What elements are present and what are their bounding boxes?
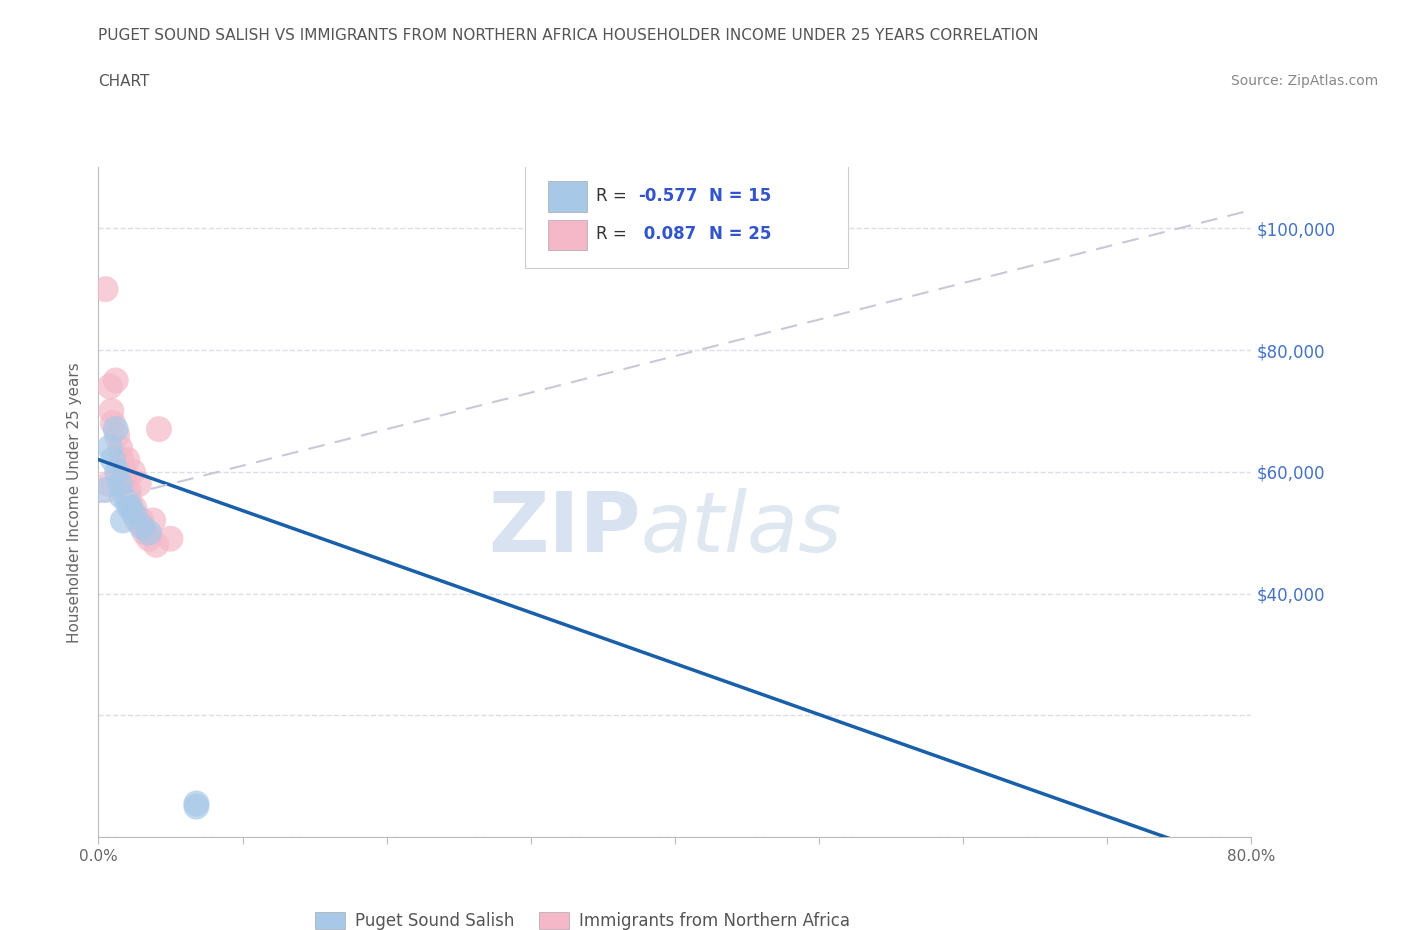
Text: N = 25: N = 25	[710, 225, 772, 244]
Point	[110, 488, 132, 503]
Point	[127, 513, 149, 528]
Point	[117, 452, 139, 467]
Point	[122, 464, 145, 479]
Point	[138, 525, 160, 540]
Point	[118, 483, 141, 498]
Point	[98, 440, 121, 455]
Text: PUGET SOUND SALISH VS IMMIGRANTS FROM NORTHERN AFRICA HOUSEHOLDER INCOME UNDER 2: PUGET SOUND SALISH VS IMMIGRANTS FROM NO…	[98, 28, 1039, 43]
Point	[145, 538, 167, 552]
Text: Source: ZipAtlas.com: Source: ZipAtlas.com	[1230, 74, 1378, 88]
Point	[94, 483, 117, 498]
Legend: Puget Sound Salish, Immigrants from Northern Africa: Puget Sound Salish, Immigrants from Nort…	[308, 906, 858, 930]
Point	[134, 525, 156, 540]
Point	[186, 796, 208, 811]
Point	[148, 421, 170, 436]
Text: atlas: atlas	[640, 488, 842, 569]
Point	[128, 476, 150, 491]
Point	[101, 416, 124, 431]
Point	[104, 421, 127, 436]
Point	[131, 513, 153, 528]
Point	[97, 476, 120, 491]
FancyBboxPatch shape	[548, 181, 588, 212]
Point	[105, 428, 128, 443]
Point	[108, 476, 131, 491]
Point	[186, 799, 208, 814]
Point	[94, 282, 117, 297]
Point	[98, 379, 121, 394]
Point	[117, 495, 139, 510]
Text: R =: R =	[596, 187, 627, 206]
Point	[120, 495, 142, 510]
Point	[159, 531, 181, 546]
Point	[114, 476, 136, 491]
Point	[108, 440, 131, 455]
Point	[110, 452, 132, 467]
Point	[124, 507, 146, 522]
Point	[131, 519, 153, 534]
Text: N = 15: N = 15	[710, 187, 772, 206]
Text: 0.087: 0.087	[638, 225, 696, 244]
Point	[142, 513, 165, 528]
Point	[101, 452, 124, 467]
Point	[111, 513, 134, 528]
Point	[104, 373, 127, 388]
Text: -0.577: -0.577	[638, 187, 697, 206]
Point	[120, 501, 142, 516]
Y-axis label: Householder Income Under 25 years: Householder Income Under 25 years	[67, 362, 83, 643]
Point	[138, 531, 160, 546]
Text: CHART: CHART	[98, 74, 150, 89]
Text: ZIP: ZIP	[488, 488, 640, 569]
FancyBboxPatch shape	[548, 219, 588, 250]
Point	[105, 464, 128, 479]
Point	[112, 464, 135, 479]
Point	[100, 404, 122, 418]
Point	[124, 501, 146, 516]
Text: R =: R =	[596, 225, 627, 244]
FancyBboxPatch shape	[524, 161, 848, 268]
